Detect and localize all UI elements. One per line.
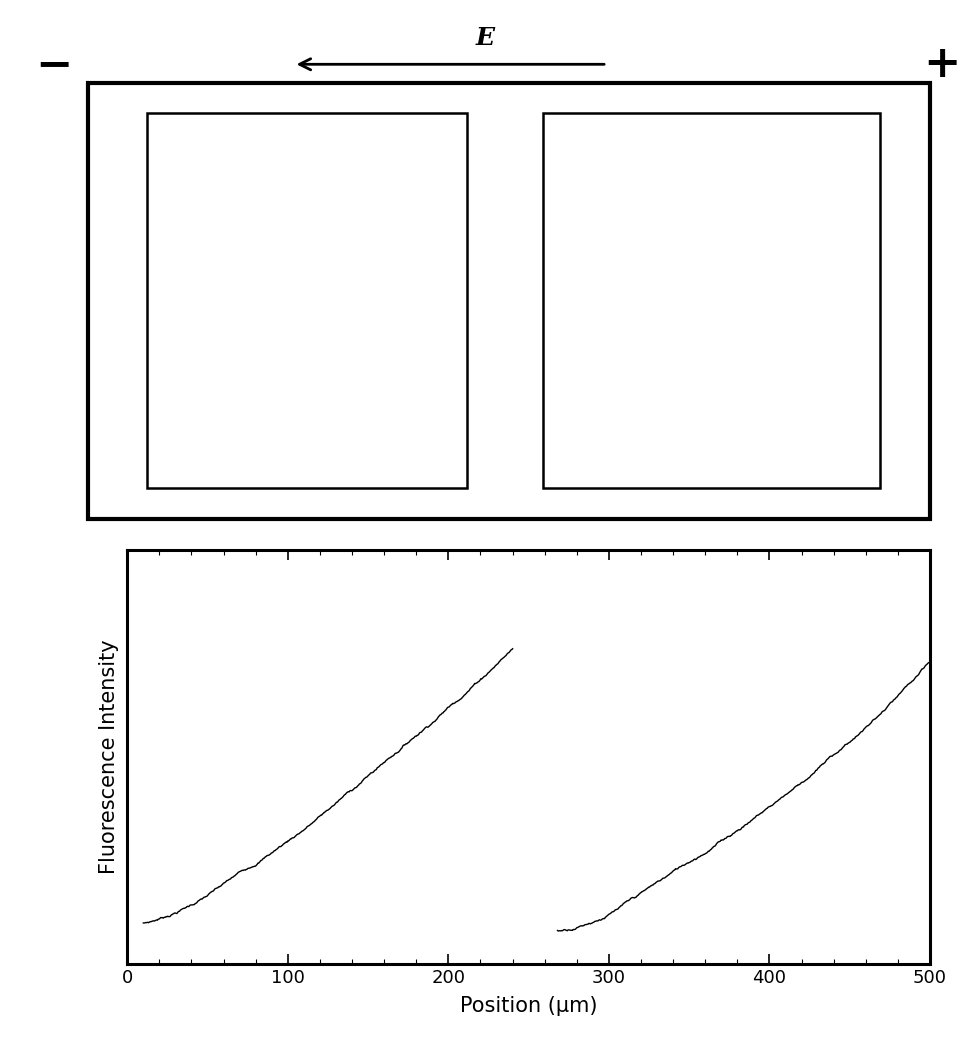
Text: −: −	[35, 43, 72, 86]
Bar	[147, 113, 467, 488]
Bar	[542, 113, 878, 488]
X-axis label: Position (μm): Position (μm)	[460, 996, 597, 1015]
Y-axis label: Fluorescence Intensity: Fluorescence Intensity	[99, 640, 118, 874]
Text: E: E	[474, 26, 494, 51]
Text: +: +	[922, 43, 959, 86]
